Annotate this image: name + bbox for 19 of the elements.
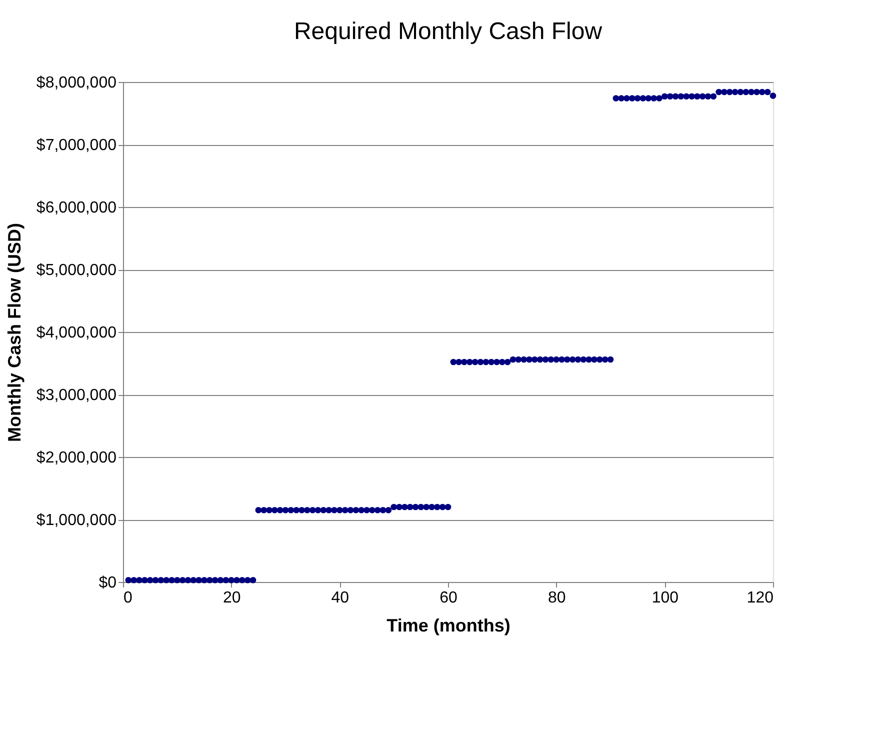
y-axis-title: Monthly Cash Flow (USD)	[4, 223, 24, 442]
x-tick-label: 20	[222, 590, 241, 606]
x-axis-title: Time (months)	[386, 616, 510, 636]
x-tick-label: 120	[746, 590, 774, 606]
y-tick-label: $3,000,000	[36, 387, 117, 404]
y-tick-label: $6,000,000	[36, 200, 117, 216]
x-tick-label: 0	[124, 590, 132, 606]
x-tick-label: 100	[652, 590, 679, 606]
x-tick-label: 60	[440, 590, 458, 606]
y-tick-label: $4,000,000	[36, 324, 117, 342]
y-tick-label: $8,000,000	[36, 74, 117, 92]
y-tick-label: $1,000,000	[36, 512, 117, 529]
x-tick-label: 80	[548, 590, 566, 606]
y-tick-label: $5,000,000	[36, 262, 117, 279]
y-tick-label: $2,000,000	[36, 450, 117, 466]
y-tick-label: $7,000,000	[36, 137, 117, 154]
chart-title: Required Monthly Cash Flow	[294, 18, 603, 45]
y-tick-label: $0	[98, 574, 117, 592]
x-tick-label: 40	[331, 590, 350, 606]
